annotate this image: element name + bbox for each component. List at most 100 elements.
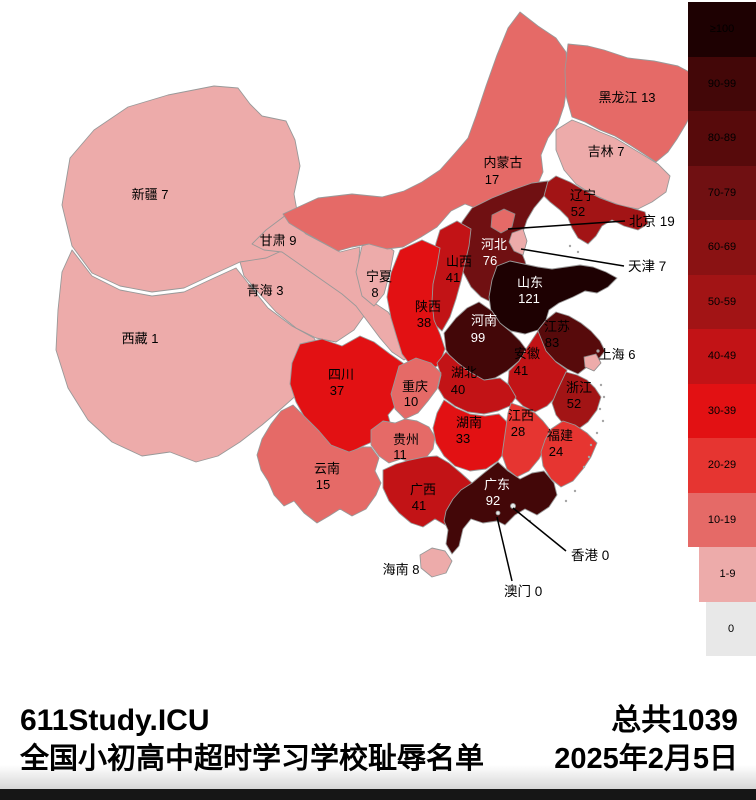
province-zhejiang [551, 371, 602, 431]
label-chongqing-name: 重庆 [402, 379, 428, 394]
label-shanghai: 上海 6 [599, 347, 636, 362]
province-yunnan [256, 404, 382, 524]
label-anhui-name: 安徽 [514, 346, 540, 361]
label-liaoning-name: 辽宁 [570, 188, 596, 203]
label-qinghai: 青海 3 [247, 283, 284, 298]
province-shanghai [583, 353, 602, 372]
label-ningxia-name: 宁夏 [366, 269, 392, 284]
label-hunan-name: 湖南 [456, 415, 482, 430]
label-neimenggu-name: 内蒙古 [483, 155, 522, 170]
province-aomen [495, 510, 501, 516]
label-ningxia-value: 8 [371, 285, 378, 300]
legend-label: ≥100 [709, 23, 735, 36]
hongkong-leader-line [512, 507, 567, 552]
label-shaanxi-name: 陕西 [415, 299, 441, 314]
province-guangdong [443, 461, 558, 555]
label-sichuan-name: 四川 [328, 367, 354, 382]
tianjin-leader-line [520, 248, 625, 267]
aomen-leader-line [496, 516, 513, 582]
province-liaoning [541, 175, 649, 245]
label-henan-name: 河南 [471, 313, 497, 328]
legend-row: 1-9 [699, 547, 756, 602]
china-choropleth-map: 新疆 7 甘肃 9 青海 3 西藏 1 宁夏 8 内蒙古 17 黑龙江 13 吉… [55, 11, 700, 599]
legend-row: 90-99 [688, 56, 756, 111]
label-yunnan-value: 15 [316, 477, 330, 492]
label-yunnan-name: 云南 [314, 461, 340, 476]
province-xizang [55, 249, 323, 463]
legend-row: 40-49 [688, 329, 756, 384]
label-hubei-name: 湖北 [451, 365, 477, 380]
label-guangxi-name: 广西 [410, 482, 436, 497]
callout-labels: 北京 19 天津 7 香港 0 澳门 0 [504, 214, 675, 599]
label-hebei-value: 76 [483, 253, 497, 268]
legend-label: 90-99 [707, 77, 737, 90]
label-chongqing-value: 10 [404, 394, 418, 409]
leader-lines [496, 220, 626, 582]
province-neimenggu [282, 11, 569, 252]
label-heilongjiang: 黑龙江 13 [598, 90, 655, 105]
label-zhejiang-value: 52 [567, 396, 581, 411]
callout-beijing: 北京 19 [629, 214, 675, 229]
label-fujian-value: 24 [549, 444, 563, 459]
label-zhejiang-name: 浙江 [566, 380, 592, 395]
label-jiangsu-value: 83 [545, 335, 559, 350]
site-title: 611Study.ICU [20, 704, 210, 737]
map-subtitle: 全国小初高中超时学习学校耻辱名单 [20, 743, 485, 775]
legend-row: 70-79 [688, 165, 756, 220]
label-neimenggu-value: 17 [485, 172, 499, 187]
label-shaanxi-value: 38 [417, 315, 431, 330]
label-shandong-value: 121 [518, 291, 540, 306]
legend-label: 20-29 [707, 459, 737, 472]
legend-row: 0 [706, 601, 756, 656]
label-gansu: 甘肃 9 [260, 233, 297, 248]
footer-shade [0, 765, 756, 789]
legend-row: 10-19 [688, 492, 756, 547]
label-shandong-name: 山东 [517, 275, 543, 290]
date-label: 2025年2月5日 [554, 743, 738, 775]
label-jiangsu-name: 江苏 [544, 319, 570, 334]
legend-label: 30-39 [707, 404, 737, 417]
map-svg: 新疆 7 甘肃 9 青海 3 西藏 1 宁夏 8 内蒙古 17 黑龙江 13 吉… [55, 11, 700, 599]
province-hubei [436, 351, 517, 415]
province-guizhou [370, 418, 436, 464]
province-chongqing [390, 357, 442, 420]
province-hainan [419, 547, 453, 578]
legend-label: 70-79 [707, 186, 737, 199]
label-shanxi-value: 41 [446, 270, 460, 285]
legend-label: 50-59 [707, 295, 737, 308]
province-jiangxi [501, 402, 552, 478]
label-guangdong-name: 广东 [484, 477, 510, 492]
legend-label: 60-69 [707, 241, 737, 254]
label-guizhou-name: 贵州 [393, 432, 419, 447]
legend-label: 0 [727, 622, 735, 635]
province-hunan [432, 399, 512, 472]
label-xinjiang: 新疆 7 [132, 187, 169, 202]
province-fujian [540, 420, 598, 488]
label-sichuan-value: 37 [330, 383, 344, 398]
label-fujian-name: 福建 [547, 428, 573, 443]
legend-row: 60-69 [688, 220, 756, 275]
province-anhui [507, 330, 568, 413]
province-xinjiang [61, 85, 301, 293]
bottom-bar [0, 789, 756, 800]
label-hainan: 海南 8 [383, 562, 420, 577]
province-labels: 新疆 7 甘肃 9 青海 3 西藏 1 宁夏 8 内蒙古 17 黑龙江 13 吉… [122, 90, 656, 577]
footer: 611Study.ICU 全国小初高中超时学习学校耻辱名单 总共1039 202… [0, 690, 756, 800]
label-hebei-name: 河北 [481, 237, 507, 252]
legend-label: 10-19 [707, 513, 737, 526]
legend-label: 40-49 [707, 350, 737, 363]
legend-row: 20-29 [688, 438, 756, 493]
label-anhui-value: 41 [514, 363, 528, 378]
label-jiangxi-value: 28 [511, 424, 525, 439]
label-guangdong-value: 92 [486, 493, 500, 508]
label-hubei-value: 40 [451, 382, 465, 397]
label-henan-value: 99 [471, 330, 485, 345]
label-jiangxi-name: 江西 [508, 408, 534, 423]
label-xizang: 西藏 1 [122, 331, 159, 346]
label-shanxi-name: 山西 [446, 254, 472, 269]
callout-hongkong: 香港 0 [571, 548, 609, 563]
legend-label: 1-9 [719, 568, 736, 581]
province-jilin [555, 119, 671, 210]
label-guangxi-value: 41 [412, 498, 426, 513]
beijing-leader-line [507, 220, 626, 230]
